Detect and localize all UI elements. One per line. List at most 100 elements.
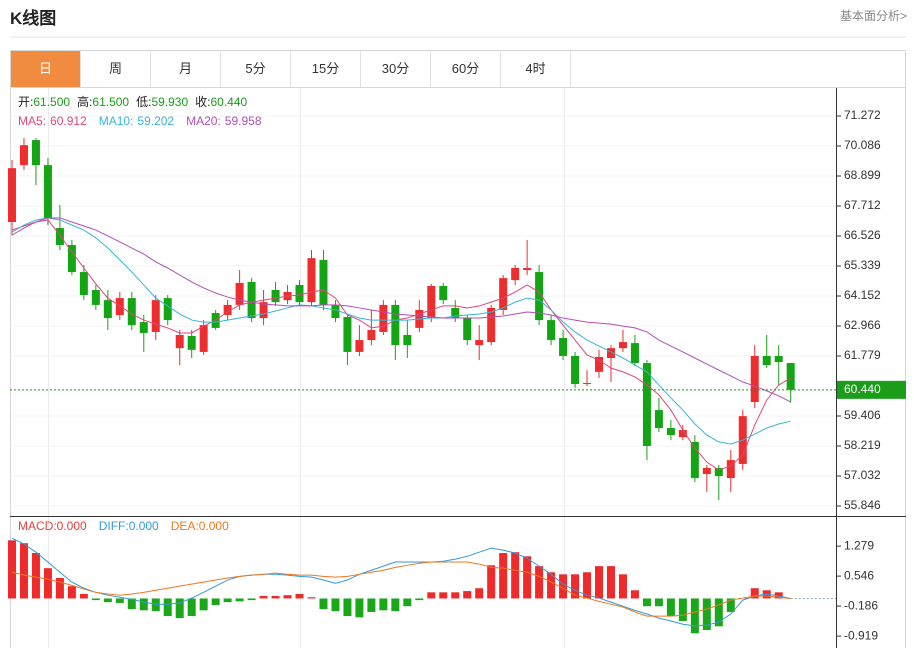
candle-body (127, 298, 136, 326)
candle-body (151, 300, 160, 332)
macd-bar (151, 598, 160, 612)
macd-bar (31, 553, 40, 599)
candle-body (618, 342, 627, 349)
candle-body (199, 325, 208, 352)
summary-value: 61.500 (92, 95, 129, 109)
candle-body (139, 322, 148, 333)
macd-bar (67, 586, 76, 599)
candle-body (523, 267, 532, 271)
macd-bar (271, 596, 280, 599)
macd-bar (690, 598, 699, 634)
y-tick-label: 57.032 (844, 468, 881, 482)
candle-body (487, 307, 496, 343)
summary-value: 59.930 (151, 95, 188, 109)
summary-label: 高: (77, 94, 92, 109)
period-tab[interactable]: 5分 (221, 51, 291, 87)
macd-bar (487, 565, 496, 599)
legend-name: MA20: (186, 114, 221, 128)
candle-body (786, 363, 795, 390)
macd-bar (403, 598, 412, 607)
candle-body (163, 298, 172, 321)
macd-bar (595, 566, 604, 599)
y-tick-label: 71.272 (844, 108, 881, 122)
y-tick-label: 1.279 (844, 538, 874, 552)
candle-body (690, 441, 699, 479)
period-tab[interactable]: 日 (11, 51, 81, 87)
candle-body (642, 363, 651, 446)
y-tick-label: 58.219 (844, 438, 881, 452)
macd-bar (606, 566, 615, 599)
legend-name: MA5: (18, 114, 46, 128)
macd-bar (571, 574, 580, 599)
period-tab[interactable]: 周 (81, 51, 151, 87)
period-tab[interactable]: 月 (151, 51, 221, 87)
macd-bar (439, 592, 448, 599)
summary-label: 收: (195, 95, 210, 109)
summary-label: 开: (18, 95, 33, 109)
macd-bar (199, 598, 208, 611)
candle-body (666, 428, 675, 436)
legend-name: MA10: (99, 114, 134, 128)
legend-name: DEA: (171, 519, 199, 533)
macd-bar (750, 588, 759, 599)
candle-body (187, 336, 196, 350)
candle-body (511, 267, 520, 281)
candle-body (439, 285, 448, 301)
macd-bar (511, 552, 520, 599)
candle-body (750, 355, 759, 402)
candle-body (43, 165, 52, 218)
macd-bar (463, 591, 472, 599)
macd-bar (642, 598, 651, 607)
macd-bar (175, 598, 184, 619)
macd-bar (427, 592, 436, 599)
y-tick-label: 59.406 (844, 408, 881, 422)
candle-body (259, 302, 268, 319)
macd-bar (547, 572, 556, 599)
period-tab[interactable]: 30分 (361, 51, 431, 87)
period-tab[interactable]: 4时 (501, 51, 571, 87)
macd-bar (187, 598, 196, 617)
fundamentals-link[interactable]: 基本面分析> (839, 9, 907, 23)
candle-body (547, 320, 556, 341)
macd-bar (367, 598, 376, 612)
candle-body (583, 383, 592, 385)
candle-body (475, 340, 484, 346)
candle-body (319, 259, 328, 305)
y-tick-label: 61.779 (844, 348, 881, 362)
candle-body (91, 289, 100, 305)
macd-bar (343, 598, 352, 617)
macd-bar (115, 598, 124, 603)
macd-bar (559, 574, 568, 599)
y-tick-label: 64.152 (844, 288, 881, 302)
macd-bar (55, 577, 64, 599)
candle-body (223, 304, 232, 316)
period-tab[interactable]: 15分 (291, 51, 361, 87)
y-tick-label: 68.899 (844, 168, 881, 182)
candle-body (79, 272, 88, 296)
macd-bar (583, 572, 592, 599)
candle-body (19, 145, 28, 166)
ma-line (11, 217, 791, 445)
macd-bar (331, 598, 340, 612)
candle-body (271, 289, 280, 303)
y-tick-label: 65.339 (844, 258, 881, 272)
candle-body (247, 281, 256, 319)
chart-frame (10, 50, 906, 648)
candle-body (535, 272, 544, 321)
legend-value: 59.202 (137, 114, 174, 128)
macd-bar (79, 593, 88, 599)
period-tab[interactable]: 60分 (431, 51, 501, 87)
macd-bar (43, 568, 52, 599)
macd-bar (666, 598, 675, 617)
legend-value: 59.958 (225, 114, 262, 128)
candle-body (115, 298, 124, 316)
macd-bar (319, 598, 328, 610)
last-price-box (837, 380, 906, 399)
macd-bar (223, 598, 232, 603)
macd-bar (499, 553, 508, 599)
macd-bar (451, 592, 460, 599)
period-tabs: 日周月 5分 15分 30分 60分 4时 (11, 51, 571, 87)
last-price-label: 60.440 (844, 382, 881, 396)
macd-bar (726, 598, 735, 612)
